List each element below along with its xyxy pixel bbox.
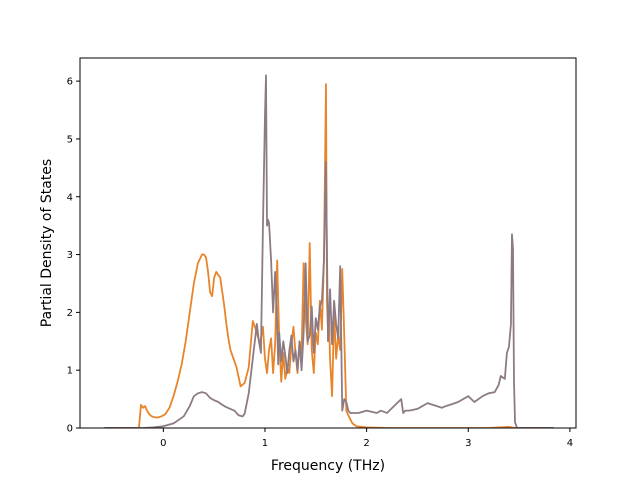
y-axis-label: Partial Density of States bbox=[39, 159, 55, 327]
x-tick-label: 2 bbox=[363, 438, 369, 449]
y-tick-label: 2 bbox=[67, 308, 73, 319]
y-tick-label: 6 bbox=[67, 77, 73, 88]
plot-area bbox=[104, 74, 554, 428]
series-line-2 bbox=[104, 74, 554, 428]
x-tick-label: 1 bbox=[262, 438, 268, 449]
x-tick-label: 0 bbox=[160, 438, 166, 449]
axes-frame bbox=[79, 57, 577, 429]
x-axis-label: Frequency (THz) bbox=[271, 458, 385, 474]
y-tick-label: 5 bbox=[67, 134, 73, 145]
x-axis-ticks: 0 1 2 3 4 bbox=[160, 428, 573, 449]
y-axis-ticks: 0 1 2 3 4 5 6 bbox=[67, 77, 80, 435]
y-tick-label: 4 bbox=[67, 192, 73, 203]
x-tick-label: 4 bbox=[567, 438, 573, 449]
y-tick-label: 1 bbox=[67, 366, 73, 377]
y-tick-label: 3 bbox=[67, 250, 73, 261]
x-tick-label: 3 bbox=[465, 438, 471, 449]
y-tick-label: 0 bbox=[67, 424, 73, 435]
